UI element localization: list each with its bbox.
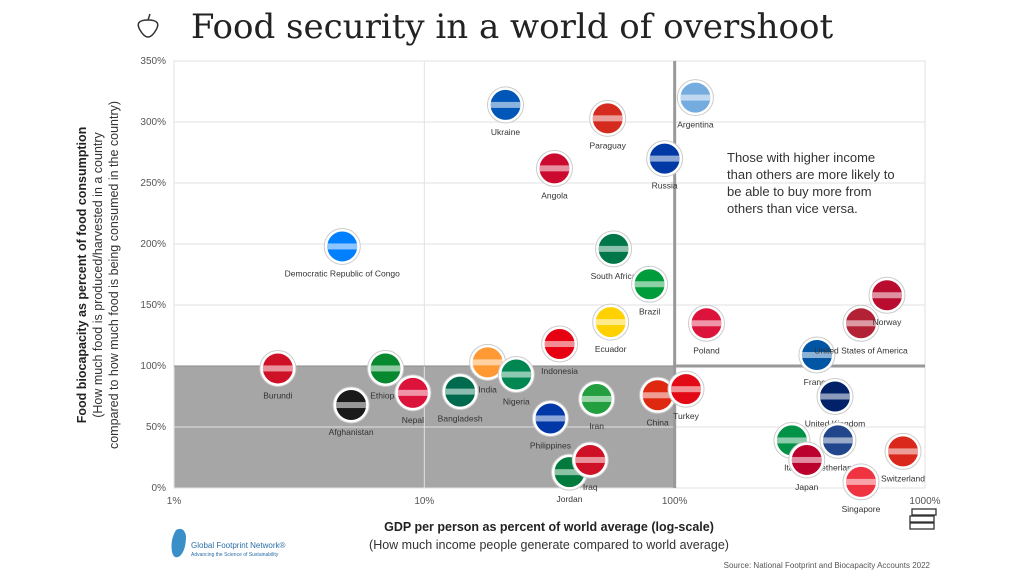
point-label: Russia (652, 181, 678, 191)
flag-band (845, 478, 876, 485)
point-label: Switzerland (881, 473, 925, 483)
flag-band (581, 395, 612, 402)
flag-band (871, 292, 902, 299)
point-label: Nigeria (503, 397, 530, 407)
flag-band (791, 456, 822, 463)
x-tick-label: 1% (167, 496, 182, 507)
point-label: China (647, 417, 669, 427)
flag-band (592, 115, 623, 122)
x-tick-label: 100% (662, 496, 688, 507)
cash-icon (909, 508, 937, 530)
flag-band (539, 165, 570, 172)
point-label: Norway (873, 317, 903, 327)
flag-band (598, 245, 629, 252)
flag-band (671, 386, 702, 393)
flag-band (445, 388, 476, 395)
x-axis-title: GDP per person as percent of world avera… (384, 520, 714, 534)
logo (171, 528, 186, 558)
point-label: Indonesia (541, 366, 578, 376)
flag-band (336, 402, 367, 409)
source: Source: National Footprint and Biocapaci… (724, 561, 931, 570)
point-label: Poland (693, 345, 720, 355)
flag-band (490, 101, 521, 108)
flag-band (776, 437, 807, 444)
flag-band (327, 243, 358, 250)
chart-title: Food security in a world of overshoot (191, 7, 834, 47)
x-tick-label: 10% (414, 496, 434, 507)
logo-name: Global Footprint Network® (191, 541, 285, 550)
y-tick-label: 0% (152, 483, 167, 494)
y-tick-label: 300% (140, 117, 166, 128)
flag-band (820, 393, 851, 400)
flag-band (397, 389, 428, 396)
point-label: Burundi (263, 390, 292, 400)
flag-band (801, 352, 832, 359)
flag-band (680, 94, 711, 101)
y-tick-label: 150% (140, 300, 166, 311)
point-label: India (478, 384, 497, 394)
annotation: others than vice versa. (727, 201, 858, 216)
y-axis-subtitle: (How much food is produced/harvested in … (91, 131, 105, 417)
y-tick-label: 350% (140, 56, 166, 67)
point-label: Turkey (673, 411, 699, 421)
point-label: Afghanistan (329, 427, 374, 437)
apple-icon (137, 13, 159, 38)
point-label: Angola (541, 190, 568, 200)
point-label: Japan (795, 482, 818, 492)
point-label: Ethiopia (370, 390, 401, 400)
logo-tagline: Advancing the Science of Sustainability (191, 552, 279, 558)
flag-band (535, 415, 566, 422)
flag-band (472, 359, 503, 366)
point-label: Brazil (639, 306, 660, 316)
flag-band (845, 320, 876, 327)
annotation: Those with higher income (727, 150, 875, 165)
x-tick-label: 1000% (909, 496, 940, 507)
point-label: Singapore (842, 504, 881, 514)
point-label: Jordan (556, 494, 582, 504)
flag-band (822, 437, 853, 444)
flag-band (595, 319, 626, 326)
y-axis-subtitle: compared to how much food is being consu… (107, 101, 121, 449)
point-label: Democratic Republic of Congo (285, 268, 401, 278)
point-label: Philippines (530, 440, 571, 450)
y-tick-label: 100% (140, 361, 166, 372)
y-tick-label: 50% (146, 422, 166, 433)
y-axis-title: Food biocapacity as percent of food cons… (75, 127, 89, 424)
flag-band (649, 155, 680, 162)
y-axis-title-group: Food biocapacity as percent of food cons… (75, 101, 121, 449)
annotation: be able to buy more from (727, 184, 872, 199)
flag-band (544, 341, 575, 348)
point-label: Bangladesh (438, 414, 483, 424)
y-tick-label: 200% (140, 239, 166, 250)
point-label: Paraguay (589, 140, 626, 150)
x-axis-subtitle: (How much income people generate compare… (369, 538, 729, 552)
flag-band (262, 365, 293, 372)
point-label: Iraq (583, 482, 598, 492)
point-label: Ecuador (595, 344, 627, 354)
point-label: Argentina (677, 120, 714, 130)
flag-band (634, 281, 665, 288)
flag-band (888, 448, 919, 455)
flag-band (554, 469, 585, 476)
flag-band (691, 320, 722, 327)
point-label: Ukraine (491, 127, 521, 137)
point-label: South Africa (591, 271, 637, 281)
flag-band (501, 371, 532, 378)
y-tick-label: 250% (140, 178, 166, 189)
flag-band (575, 456, 606, 463)
flag-band (642, 392, 673, 399)
annotation: than others are more likely to (727, 167, 895, 182)
point-label: France (804, 377, 831, 387)
point-label: Netherlands (815, 462, 861, 472)
point-label: Iran (589, 421, 604, 431)
point-label: United States of America (814, 345, 908, 355)
point-label: Nepal (402, 415, 424, 425)
flag-band (370, 365, 401, 372)
